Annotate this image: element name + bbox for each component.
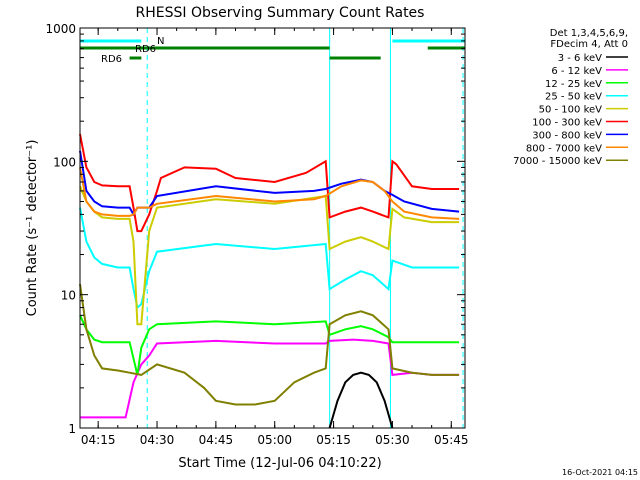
legend-label: 50 - 100 keV xyxy=(539,105,603,116)
y-tick-label: 10 xyxy=(61,289,76,303)
series-line-5 xyxy=(79,133,460,233)
state-label-rd6-upper: RD6 xyxy=(135,44,156,55)
x-tick-label: 04:45 xyxy=(199,433,234,447)
legend-label: 800 - 7000 keV xyxy=(526,143,602,154)
legend-header: FDecim 4, Att 0 xyxy=(550,39,628,50)
series-line-6 xyxy=(79,150,460,217)
y-axis-label: Count Rate (s⁻¹ detector⁻¹) xyxy=(25,140,40,317)
state-label-rd6-lower: RD6 xyxy=(101,54,122,65)
series-line-0 xyxy=(328,371,394,429)
x-tick-label: 05:45 xyxy=(434,433,469,447)
x-tick-label: 05:15 xyxy=(316,433,351,447)
y-tick-label: 100 xyxy=(53,155,76,169)
x-axis-label: Start Time (12-Jul-06 04:10:22) xyxy=(178,456,381,471)
x-tick-label: 04:15 xyxy=(81,433,116,447)
series-line-2 xyxy=(79,314,460,376)
series-line-1 xyxy=(80,338,460,419)
legend-label: 300 - 800 keV xyxy=(532,130,602,141)
plot-frame xyxy=(79,27,466,429)
y-tick-label: 1 xyxy=(68,422,76,436)
legend-label: 25 - 50 keV xyxy=(545,92,602,103)
legend-header: Det 1,3,4,5,6,9, xyxy=(550,28,628,39)
legend-label: 12 - 25 keV xyxy=(545,79,602,90)
legend: Det 1,3,4,5,6,9,FDecim 4, Att 0 3 - 6 keV… xyxy=(513,28,628,167)
footer-timestamp: 16-Oct-2021 04:15 xyxy=(562,468,638,477)
y-tick-label: 1000 xyxy=(45,22,76,36)
series-line-8 xyxy=(79,283,460,406)
series-line-4 xyxy=(79,185,460,326)
legend-label: 3 - 6 keV xyxy=(558,53,602,64)
x-tick-label: 04:30 xyxy=(140,433,175,447)
x-tick-label: 05:00 xyxy=(257,433,292,447)
chart-title: RHESSI Observing Summary Count Rates xyxy=(136,5,425,21)
axes: 04:15 04:30 04:45 05:00 05:15 05:30 05:45 1 10 10… xyxy=(45,22,468,447)
legend-label: 6 - 12 keV xyxy=(551,66,602,77)
state-label-n: N xyxy=(157,36,164,47)
series-line-3 xyxy=(79,207,460,310)
legend-label: 100 - 300 keV xyxy=(532,118,602,129)
series-line-7 xyxy=(79,167,460,220)
x-tick-label: 05:30 xyxy=(375,433,410,447)
legend-label: 7000 - 15000 keV xyxy=(513,156,602,167)
series-lines xyxy=(79,133,460,429)
